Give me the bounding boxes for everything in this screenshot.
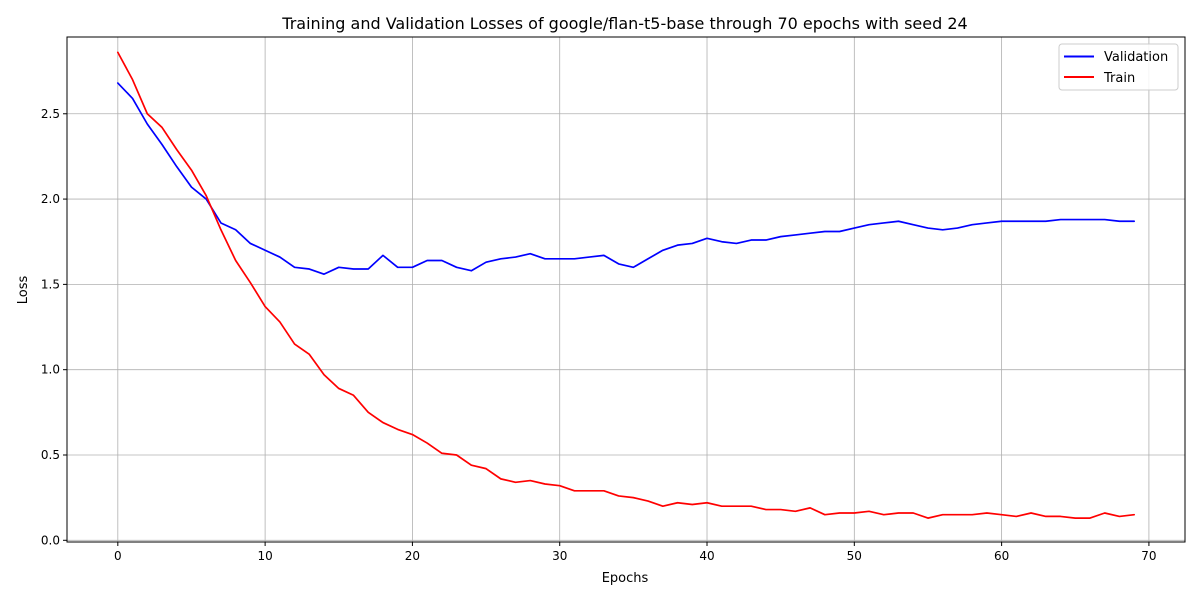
legend-label-train: Train: [1103, 71, 1135, 86]
y-tick-label: 1.5: [41, 277, 60, 291]
series-layer: [116, 51, 1136, 519]
x-axis: 0 10 20 30 40 50 60 70: [114, 542, 1157, 563]
y-tick-label: 1.0: [41, 363, 60, 377]
y-tick-label: 0.5: [41, 448, 60, 462]
legend-label-validation: Validation: [1104, 50, 1168, 65]
y-tick-label: 2.0: [41, 192, 60, 206]
x-tick-label: 40: [699, 549, 714, 563]
x-tick-label: 0: [114, 549, 122, 563]
x-tick-label: 50: [847, 549, 862, 563]
grid-layer: [67, 37, 1185, 542]
x-tick-label: 20: [405, 549, 420, 563]
x-tick-label: 10: [257, 549, 272, 563]
y-tick-label: 2.5: [41, 107, 60, 121]
x-tick-label: 70: [1141, 549, 1156, 563]
y-axis-label: Loss: [16, 276, 31, 305]
legend: Validation Train: [1058, 43, 1179, 91]
x-tick-label: 30: [552, 549, 567, 563]
plot-frame: [66, 36, 1186, 543]
x-axis-label: Epochs: [602, 571, 649, 586]
chart-title: Training and Validation Losses of google…: [281, 14, 967, 33]
x-tick-label: 60: [994, 549, 1009, 563]
y-axis: 0.0 0.5 1.0 1.5 2.0 2.5: [41, 107, 67, 547]
series-line-validation: [116, 82, 1136, 275]
series-line-train: [116, 51, 1136, 519]
y-tick-label: 0.0: [41, 533, 60, 547]
